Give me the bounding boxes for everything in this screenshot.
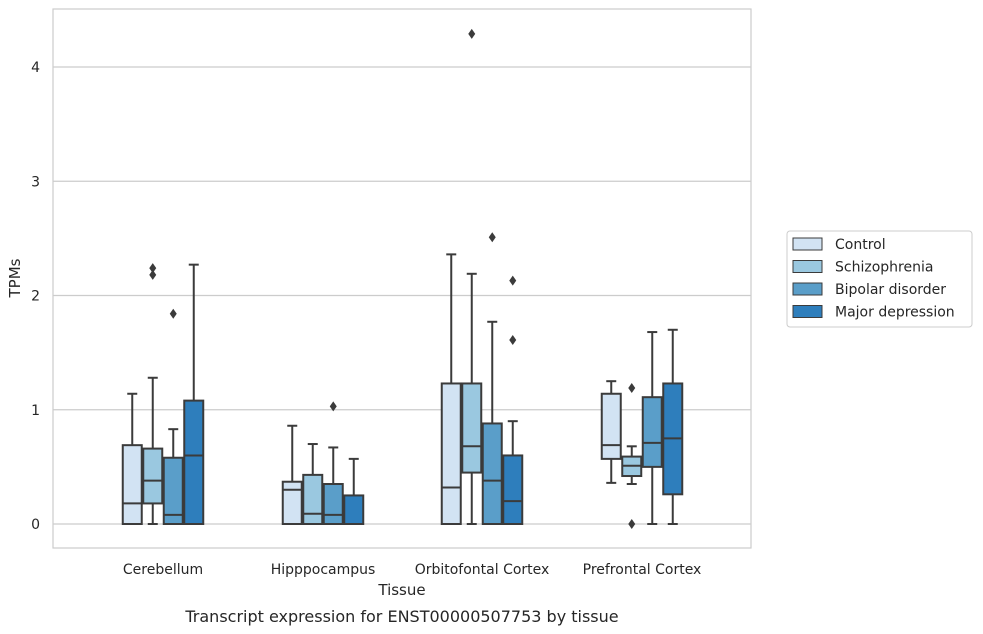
y-tick-label: 3	[31, 174, 40, 190]
outlier-point	[149, 269, 157, 280]
legend-swatch	[792, 305, 823, 318]
box	[641, 331, 663, 525]
legend-swatch	[792, 260, 823, 273]
legend-item: Schizophrenia	[792, 260, 933, 276]
box	[183, 263, 205, 525]
box-series	[121, 28, 684, 529]
box-body	[481, 422, 503, 525]
legend-item: Bipolar disorder	[792, 282, 946, 298]
x-tick-label: Orbitofontal Cortex	[415, 562, 550, 578]
box	[600, 380, 622, 484]
series-schizophrenia	[142, 28, 643, 529]
box-body	[343, 494, 365, 525]
outlier-point	[509, 275, 517, 286]
legend-label: Control	[835, 237, 886, 253]
box-body	[322, 483, 344, 526]
box	[322, 401, 344, 526]
box-body	[641, 396, 663, 468]
box-body	[183, 399, 205, 525]
legend-item: Major depression	[792, 305, 955, 321]
box-body	[600, 392, 622, 460]
x-axis-label: Tissue	[377, 581, 425, 599]
outlier-point	[468, 28, 476, 39]
y-tick-label: 0	[31, 517, 40, 533]
box-body	[281, 480, 303, 526]
outlier-point	[149, 263, 157, 274]
box	[662, 328, 684, 525]
outlier-point	[628, 383, 636, 394]
box-body	[142, 447, 164, 505]
outlier-point	[329, 401, 337, 412]
legend-swatch	[792, 237, 823, 251]
series-major-depression	[183, 263, 684, 526]
y-axis-label: TPMs	[6, 258, 24, 298]
box	[621, 383, 643, 529]
x-tick-label: Hipppocampus	[271, 562, 376, 578]
box	[343, 457, 365, 525]
legend: Control Schizophrenia Bipolar disorder Majo…	[786, 230, 973, 328]
plot-area-frame	[52, 8, 752, 549]
legend-label: Bipolar disorder	[835, 282, 946, 298]
legend-swatch	[792, 282, 823, 296]
x-tick-label: Prefrontal Cortex	[583, 562, 702, 578]
outlier-point	[169, 308, 177, 319]
y-tick-label: 1	[31, 403, 40, 419]
box	[302, 443, 324, 525]
y-tick-label: 4	[31, 60, 40, 76]
x-axis-ticks: Cerebellum Hipppocampus Orbitofontal Corte…	[123, 562, 701, 578]
box-body	[302, 473, 324, 525]
y-axis-ticks: 0 1 2 3 4	[31, 60, 40, 533]
x-tick-label: Cerebellum	[123, 562, 203, 578]
box	[481, 232, 503, 525]
series-control	[121, 253, 622, 526]
outlier-point	[628, 519, 636, 529]
box	[461, 28, 483, 525]
box-body	[502, 454, 524, 526]
box-body	[461, 382, 483, 474]
box	[121, 392, 143, 526]
box	[142, 263, 164, 525]
series-bipolar-disorder	[162, 232, 663, 526]
legend-label: Major depression	[835, 305, 955, 321]
box-body	[162, 456, 184, 525]
legend-frame	[786, 230, 973, 328]
box	[502, 275, 524, 526]
outlier-point	[488, 232, 496, 243]
legend-label: Schizophrenia	[835, 260, 933, 276]
chart-caption: Transcript expression for ENST0000050775…	[184, 607, 618, 626]
y-tick-label: 2	[31, 289, 40, 305]
outlier-point	[509, 335, 517, 346]
box	[162, 308, 184, 525]
box-body	[440, 382, 462, 525]
box	[281, 424, 303, 526]
box-body	[121, 444, 143, 526]
box	[440, 253, 462, 525]
legend-item: Control	[792, 237, 886, 253]
